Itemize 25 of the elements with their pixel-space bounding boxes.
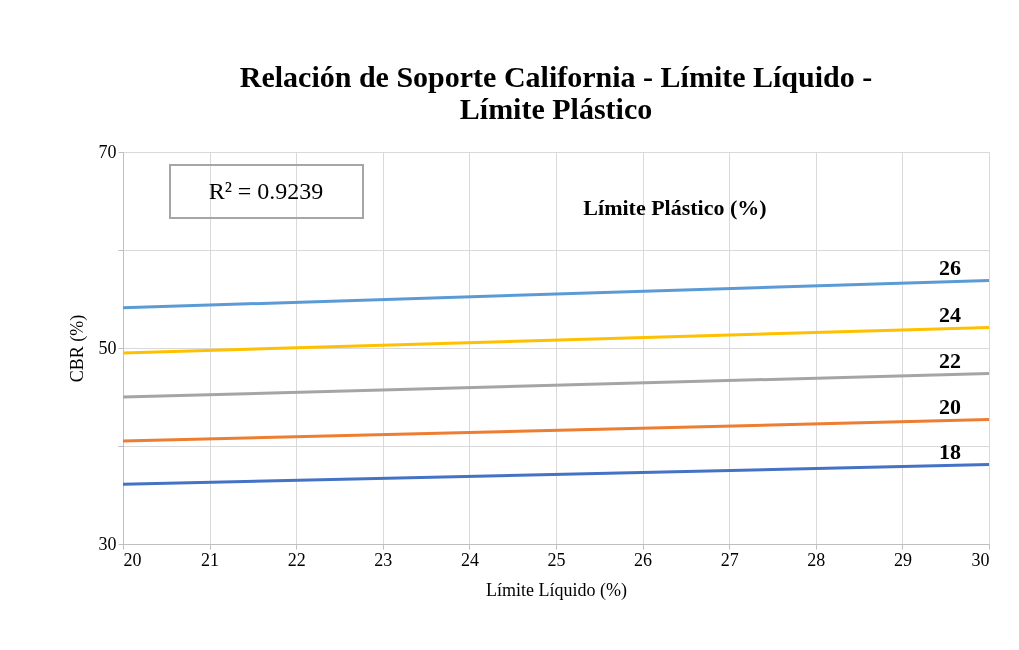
x-tick-label: 24 <box>460 549 479 570</box>
x-tick-label: 27 <box>720 549 739 570</box>
series-label: 22 <box>939 347 962 373</box>
x-tick-label: 26 <box>634 549 653 570</box>
x-tick-label: 23 <box>374 549 393 570</box>
legend-title: Límite Plástico (%) <box>583 195 767 220</box>
x-axis-title: Límite Líquido (%) <box>486 579 627 601</box>
series-label: 20 <box>939 393 962 419</box>
y-tick-label: 30 <box>98 533 117 554</box>
text: Límite Plástico <box>459 92 653 125</box>
annotation: R² = 0.9239 <box>208 178 324 204</box>
x-tick-label: 25 <box>547 549 566 570</box>
x-tick-label: 21 <box>201 549 220 570</box>
y-tick-label: 50 <box>98 337 117 358</box>
x-tick-label: 28 <box>807 549 826 570</box>
x-tick-label: 30 <box>971 549 990 570</box>
y-axis-title: CBR (%) <box>66 314 88 383</box>
x-tick-label: 29 <box>893 549 912 570</box>
series-label: 26 <box>939 254 962 280</box>
series-label: 24 <box>939 301 962 327</box>
y-tick-label: 70 <box>98 141 117 162</box>
x-tick-label: 22 <box>287 549 306 570</box>
text: Relación de Soporte California - Límite Líquido - <box>239 60 873 93</box>
series-label: 18 <box>939 438 962 464</box>
x-tick-label: 20 <box>123 549 142 570</box>
